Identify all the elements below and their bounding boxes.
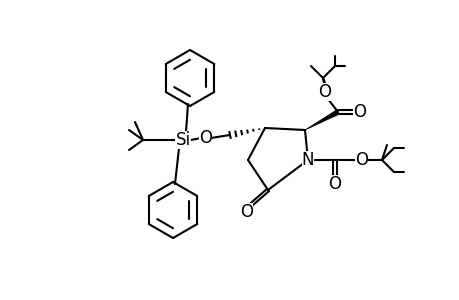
Text: O: O xyxy=(199,129,212,147)
Text: O: O xyxy=(328,175,341,193)
Polygon shape xyxy=(304,110,338,130)
Text: Si: Si xyxy=(175,131,190,149)
Text: O: O xyxy=(353,103,366,121)
Text: N: N xyxy=(301,151,313,169)
Text: O: O xyxy=(355,151,368,169)
Text: O: O xyxy=(318,83,331,101)
Text: O: O xyxy=(240,203,253,221)
